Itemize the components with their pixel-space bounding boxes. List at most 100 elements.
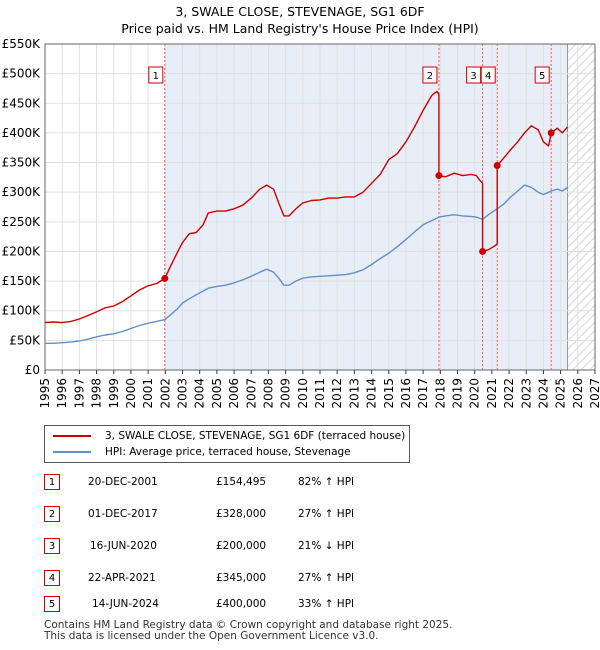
hpi-line [45,184,568,344]
sale-label-number: 5 [539,71,545,82]
sale-label-number: 1 [153,71,159,82]
sale-price: £400,000 [216,598,267,610]
sale-hpi-change: 27% ↑ HPI [298,508,355,520]
sale-hpi-change: 82% ↑ HPI [298,476,355,488]
y-tick-label: £100K [2,304,42,318]
x-tick-label: 2024 [536,378,550,409]
sale-point [161,274,169,282]
x-tick-label: 2015 [382,378,396,409]
sale-number: 3 [44,538,60,554]
x-tick-label: 2009 [279,378,293,409]
footer-licence: This data is licensed under the Open Gov… [44,630,379,642]
y-tick-label: £500K [2,67,42,81]
y-tick-label: £300K [2,185,42,199]
footer-copyright: Contains HM Land Registry data © Crown c… [44,619,453,631]
plot-frame [44,43,596,371]
sale-price: £200,000 [216,540,267,552]
x-tick-label: 1999 [107,378,121,409]
x-tick-label: 2003 [176,378,190,409]
x-tick-label: 2005 [210,378,224,409]
x-tick-label: 2026 [571,378,585,409]
x-tick-label: 2021 [485,378,499,409]
legend-item-property: 3, SWALE CLOSE, STEVENAGE, SG1 6DF (terr… [53,429,405,443]
legend: 3, SWALE CLOSE, STEVENAGE, SG1 6DF (terr… [44,425,410,463]
x-tick-label: 2023 [519,378,533,409]
sale-number: 1 [44,474,60,490]
sale-label-number: 4 [485,71,491,82]
y-tick-label: £450K [2,96,42,110]
y-tick-label: £350K [2,156,42,170]
x-tick-label: 1998 [90,378,104,409]
footer: Contains HM Land Registry data © Crown c… [44,620,452,642]
x-tick-label: 2006 [227,378,241,409]
x-tick-label: 1997 [72,378,86,409]
sale-label-box [534,66,550,84]
sale-row: 2 01-DEC-2017 £328,000 27% ↑ HPI [44,506,464,522]
x-tick-label: 2016 [399,378,413,409]
sale-row: 4 22-APR-2021 £345,000 27% ↑ HPI [44,570,464,586]
y-tick-label: £0 [25,363,40,377]
legend-swatch-hpi [53,451,91,453]
y-tick-label: £200K [2,244,42,258]
x-tick-label: 2025 [554,378,568,409]
sale-row: 3 16-JUN-2020 £200,000 21% ↓ HPI [44,538,464,554]
x-tick-label: 1996 [55,378,69,409]
x-tick-label: 2019 [451,378,465,409]
legend-swatch-property [53,435,91,437]
sale-price: £345,000 [216,572,267,584]
sale-label-box [466,66,482,84]
sale-date: 01-DEC-2017 [88,508,158,520]
x-tick-label: 2022 [502,378,516,409]
x-tick-label: 2001 [141,378,155,409]
x-tick-label: 2002 [158,378,172,409]
sale-number: 4 [44,570,60,586]
sale-price: £154,495 [216,476,267,488]
legend-item-hpi: HPI: Average price, terraced house, Stev… [53,445,351,459]
sale-hpi-change: 33% ↑ HPI [298,598,355,610]
x-tick-label: 2007 [244,378,258,409]
sale-date: 16-JUN-2020 [90,540,157,552]
sale-date: 14-JUN-2024 [92,598,159,610]
legend-label-property: 3, SWALE CLOSE, STEVENAGE, SG1 6DF (terr… [105,430,406,442]
sale-date: 22-APR-2021 [88,572,156,584]
x-tick-label: 2004 [193,378,207,409]
sale-point [493,162,501,170]
x-tick-label: 2014 [365,378,379,409]
property-price-line [44,90,569,324]
sale-point [479,247,487,255]
sale-hpi-change: 21% ↓ HPI [298,540,355,552]
x-tick-label: 2018 [433,378,447,409]
y-tick-label: £250K [2,215,42,229]
sale-point [435,172,443,180]
sale-point [547,129,555,137]
y-tick-label: £400K [2,126,42,140]
x-tick-label: 1995 [38,378,52,409]
owned-period-shade [164,44,568,370]
y-tick-label: £550K [2,37,42,51]
sale-label-box [148,66,164,84]
x-tick-label: 2027 [588,378,600,409]
x-tick-label: 2008 [261,378,275,409]
sale-row: 1 20-DEC-2001 £154,495 82% ↑ HPI [44,474,464,490]
y-tick-label: £50K [9,333,41,347]
x-tick-label: 2010 [296,378,310,409]
x-tick-label: 2011 [313,378,327,409]
sale-label-box [422,66,438,84]
sale-label-number: 2 [427,71,433,82]
x-tick-label: 2020 [468,378,482,409]
x-tick-label: 2017 [416,378,430,409]
sale-date: 20-DEC-2001 [88,476,158,488]
legend-label-hpi: HPI: Average price, terraced house, Stev… [105,446,351,458]
forecast-hatch [567,44,595,370]
x-tick-label: 2012 [330,378,344,409]
x-tick-label: 2000 [124,378,138,409]
chart-subtitle: Price paid vs. HM Land Registry's House … [121,21,479,36]
sale-row: 5 14-JUN-2024 £400,000 33% ↑ HPI [44,596,464,612]
sale-hpi-change: 27% ↑ HPI [298,572,355,584]
sale-label-number: 3 [470,71,476,82]
x-tick-label: 2013 [347,378,361,409]
sale-label-box [480,66,496,84]
sale-number: 5 [44,596,60,612]
sale-number: 2 [44,506,60,522]
y-tick-label: £150K [2,274,42,288]
